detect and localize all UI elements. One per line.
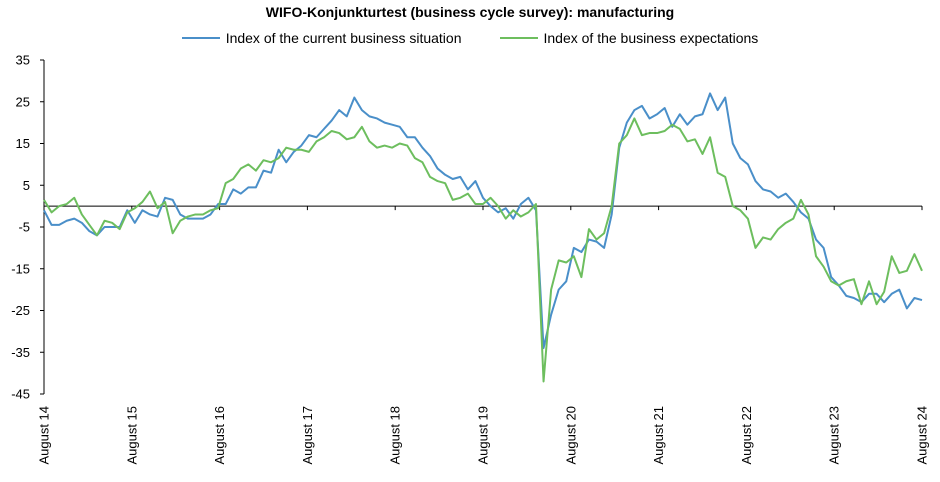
legend-item-expectations: Index of the business expectations	[499, 30, 759, 46]
x-tick-label: August 17	[300, 406, 315, 465]
y-axis-ticks: 35 25 15 5 -5 -15 -25 -35 -45	[11, 53, 44, 402]
y-tick-label: -35	[11, 345, 30, 360]
y-tick-label: 5	[23, 178, 30, 193]
x-axis-ticks: August 14 August 15 August 16 August 17 Augu…	[37, 206, 930, 465]
x-tick-label: August 20	[563, 406, 578, 465]
x-tick-label: August 18	[388, 406, 403, 465]
legend-swatch-current-situation	[181, 37, 220, 39]
x-tick-label: August 16	[212, 406, 227, 465]
legend-swatch-expectations	[499, 37, 538, 39]
legend-label-expectations: Index of the business expectations	[543, 30, 759, 46]
legend-item-current-situation: Index of the current business situation	[181, 30, 462, 46]
x-tick-label: August 14	[37, 406, 52, 465]
x-tick-label: August 19	[476, 406, 491, 465]
x-tick-label: August 22	[739, 406, 754, 465]
series-line-expectations	[43, 117, 923, 383]
series-line-current-situation	[43, 92, 923, 350]
series-group	[43, 92, 923, 383]
y-tick-label: 15	[16, 136, 30, 151]
y-tick-label: 35	[16, 53, 30, 68]
legend: Index of the current business situation …	[0, 30, 940, 46]
y-tick-label: 25	[16, 94, 30, 109]
x-tick-label: August 21	[651, 406, 666, 465]
y-tick-label: -25	[11, 303, 30, 318]
x-tick-label: August 15	[124, 406, 139, 465]
y-tick-label: -15	[11, 261, 30, 276]
legend-label-current-situation: Index of the current business situation	[225, 30, 462, 46]
y-tick-label: -5	[18, 220, 30, 235]
chart-title: WIFO-Konjunkturtest (business cycle surv…	[265, 4, 675, 20]
x-tick-label: August 23	[827, 406, 842, 465]
x-tick-label: August 24	[915, 406, 930, 465]
y-tick-label: -45	[11, 387, 30, 402]
